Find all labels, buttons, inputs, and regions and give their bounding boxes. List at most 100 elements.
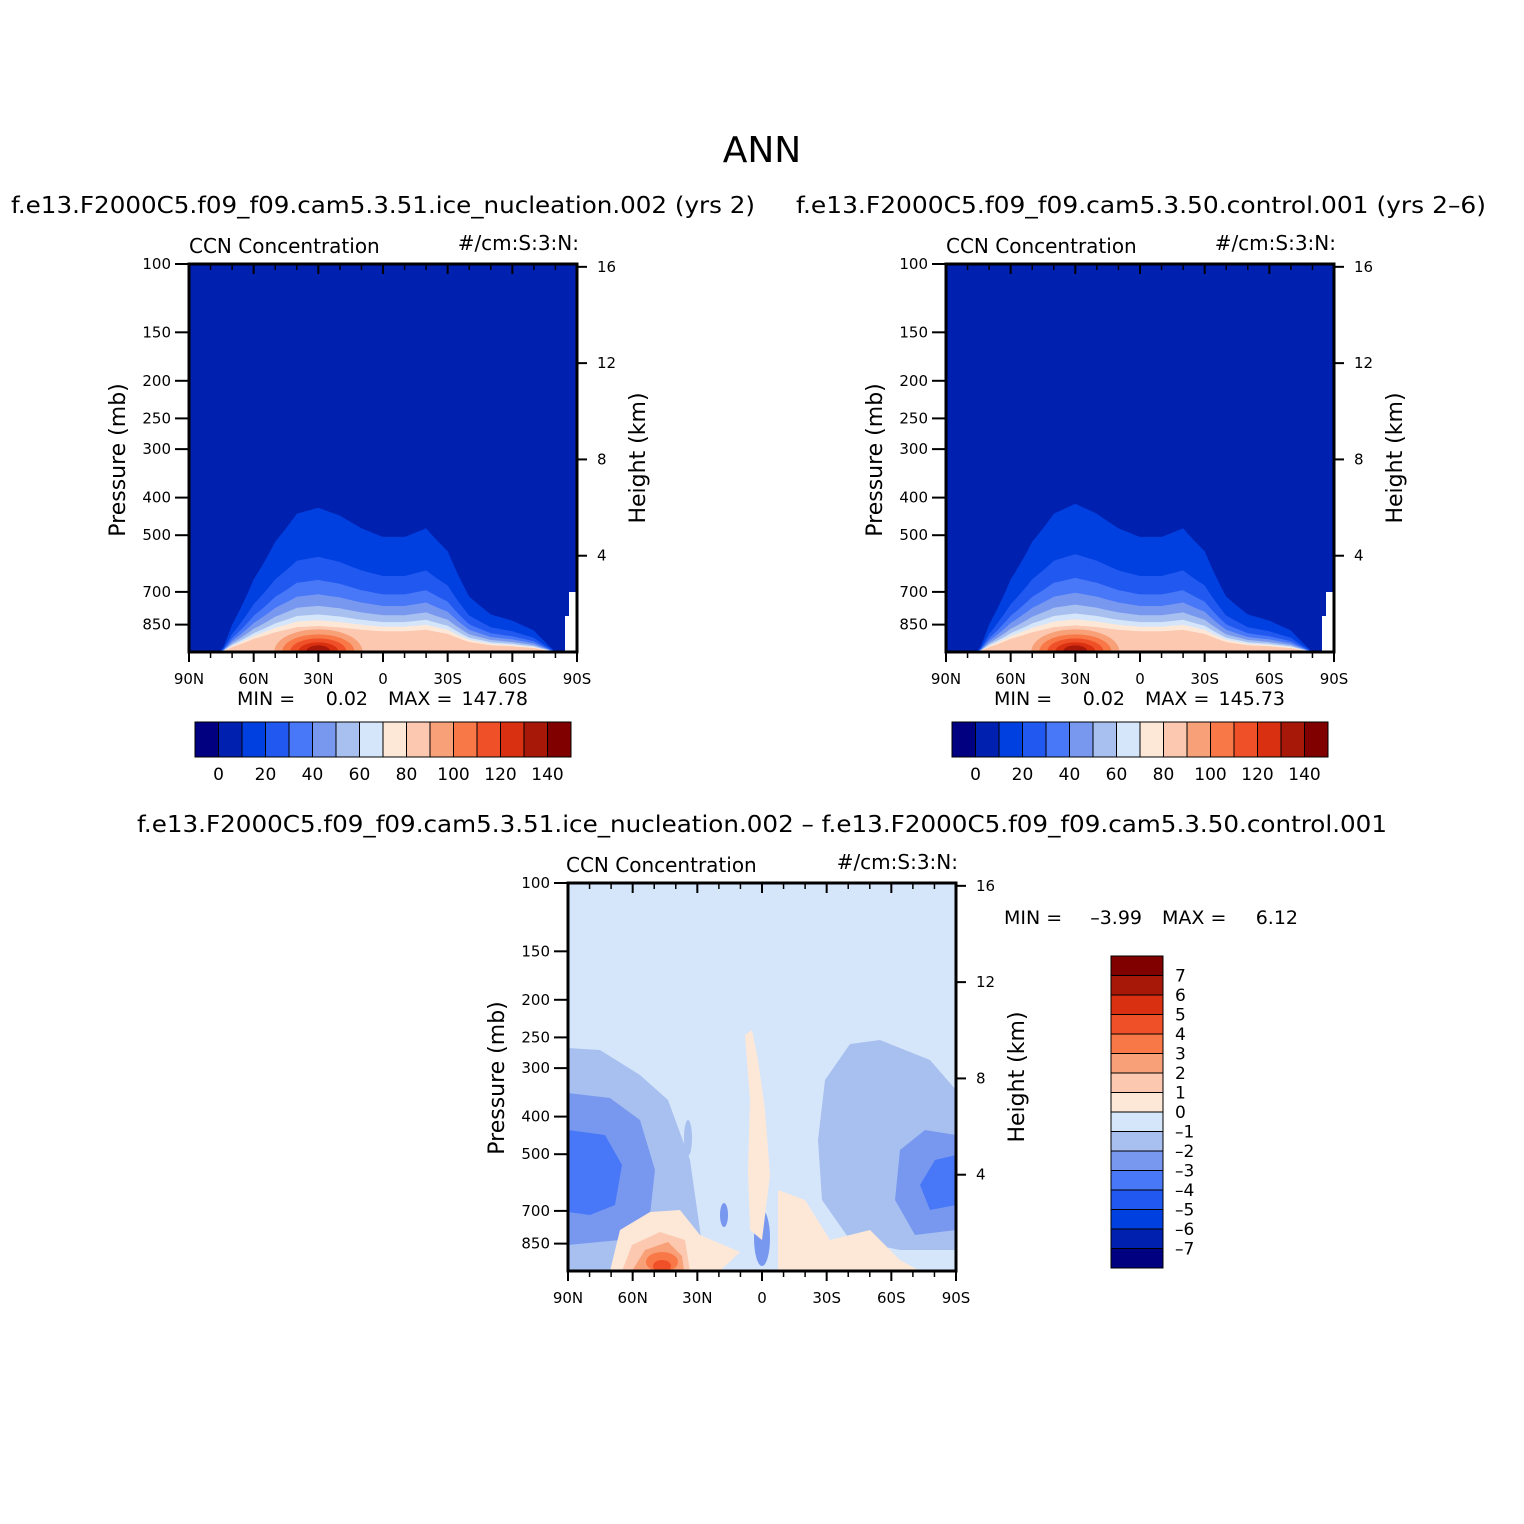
panel-control-missing-data — [1322, 592, 1334, 652]
panel-test: f.e13.F2000C5.f09_f09.cam5.3.51.ice_nucl… — [11, 193, 755, 785]
panel-test-colorbar-label: 20 — [255, 765, 277, 785]
panel-control-colorbar-swatch — [1139, 721, 1164, 758]
panel-difference-ticks: 90N 60N 30N 0 30S 60S 90S 100 150 200 250 300 400 500… — [521, 874, 995, 1307]
panel-difference-ylabel: Pressure (mb) — [485, 1001, 510, 1155]
panel-control-colorbar-swatch — [1069, 721, 1094, 758]
panel-difference-colorbar-swatch — [1110, 1014, 1164, 1035]
panel-test-ytick-label: 700 — [142, 583, 171, 601]
panel-difference-variable: CCN Concentration — [566, 853, 757, 877]
panel-difference-colorbar-label: –4 — [1175, 1181, 1194, 1201]
panel-test-ytick-label: 200 — [142, 372, 171, 390]
panel-difference-ytick-right-label: 8 — [976, 1069, 986, 1087]
panel-test-colorbar-swatch — [547, 721, 572, 758]
panel-difference-ytick-label: 150 — [521, 942, 550, 960]
panel-test-ticks: 90N 60N 30N 0 30S 60S 90S 100 150 200 250 300 400 500… — [142, 255, 616, 688]
panel-difference-colorbar-label: –3 — [1175, 1162, 1194, 1182]
panel-test-colorbar-swatch — [265, 721, 290, 758]
panel-difference-colorbar-swatch — [1110, 1072, 1164, 1093]
panel-control-xtick-label: 60S — [1255, 670, 1284, 688]
panel-control-colorbar-label: 60 — [1106, 765, 1128, 785]
panel-test-xtick-label: 60S — [498, 670, 527, 688]
panel-test-title: f.e13.F2000C5.f09_f09.cam5.3.51.ice_nucl… — [11, 193, 755, 219]
panel-test-units: #/cm:S:3:N: — [458, 231, 579, 255]
panel-control-xtick-label: 30S — [1190, 670, 1219, 688]
panel-difference-colorbar-label: 7 — [1175, 967, 1186, 987]
panel-test-colorbar-label: 60 — [349, 765, 371, 785]
panel-test-max-label: MAX = — [388, 688, 452, 710]
panel-control-colorbar-swatch — [1233, 721, 1258, 758]
panel-difference-ytick-label: 500 — [521, 1145, 550, 1163]
panel-control-xtick-label: 90S — [1320, 670, 1349, 688]
panel-control-ytick-right-label: 4 — [1354, 547, 1364, 565]
panel-difference-max-value: 6.12 — [1256, 907, 1298, 929]
panel-test-colorbar-label: 40 — [302, 765, 324, 785]
panel-test-contours — [189, 507, 577, 652]
panel-control-ytick-right-label: 12 — [1354, 354, 1373, 372]
panel-test-xtick-label: 30S — [433, 670, 462, 688]
panel-test-min-label: MIN = — [237, 688, 295, 710]
panel-test-ytick-right-label: 8 — [597, 450, 607, 468]
panel-control-colorbar-swatch — [1280, 721, 1305, 758]
panel-difference-xtick-label: 30N — [682, 1289, 712, 1307]
panel-difference-colorbar-label: –2 — [1175, 1142, 1194, 1162]
panel-test-colorbar: 0 20 40 60 80 100 120 140 — [194, 721, 572, 785]
panel-control-colorbar-swatch — [1163, 721, 1188, 758]
panel-test-ytick-label: 300 — [142, 440, 171, 458]
panel-test-colorbar-swatch — [359, 721, 384, 758]
panel-test-colorbar-swatch — [453, 721, 478, 758]
panel-test-colorbar-swatch — [218, 721, 243, 758]
panel-difference-colorbar-label: –1 — [1175, 1123, 1194, 1143]
panel-difference: f.e13.F2000C5.f09_f09.cam5.3.51.ice_nucl… — [137, 812, 1387, 1307]
panel-difference-xtick-label: 60S — [877, 1289, 906, 1307]
panel-test-xtick-label: 90S — [563, 670, 592, 688]
panel-difference-ytick-label: 400 — [521, 1108, 550, 1126]
panel-test-xtick-label: 30N — [303, 670, 333, 688]
panel-control-max-value: 145.73 — [1219, 688, 1285, 710]
panel-difference-region-plus0-equator — [745, 1030, 770, 1240]
panel-control-secondary-max — [1149, 643, 1174, 652]
panel-test-colorbar-swatch — [194, 721, 219, 758]
panel-difference-region-minus3-right — [920, 1155, 956, 1210]
panel-test-colorbar-swatch — [500, 721, 525, 758]
panel-control-xtick-label: 90N — [931, 670, 961, 688]
panel-difference-ytick-label: 300 — [521, 1059, 550, 1077]
panel-difference-colorbar-swatch — [1110, 1053, 1164, 1074]
panel-test-variable: CCN Concentration — [189, 234, 380, 258]
panel-test-colorbar-label: 120 — [484, 765, 516, 785]
panel-control-colorbar-label: 80 — [1153, 765, 1175, 785]
panel-control-min-label: MIN = — [994, 688, 1052, 710]
panel-control-colorbar-swatch — [1186, 721, 1211, 758]
panel-control-colorbar-label: 140 — [1288, 765, 1320, 785]
panel-difference-ylabel-right: Height (km) — [1005, 1011, 1030, 1142]
panel-difference-ytick-label: 250 — [521, 1028, 550, 1046]
panel-difference-ytick-right-label: 12 — [976, 973, 995, 991]
panel-difference-colorbar-swatch — [1110, 1092, 1164, 1113]
panel-difference-colorbar-swatch — [1110, 1189, 1164, 1210]
panel-control-colorbar-label: 120 — [1241, 765, 1273, 785]
panel-difference-colorbar-swatch — [1110, 1033, 1164, 1054]
panel-difference-colorbar-swatch — [1110, 955, 1164, 976]
panel-difference-ytick-right-label: 16 — [976, 877, 995, 895]
panel-test-min-value: 0.02 — [326, 688, 368, 710]
panel-control-title: f.e13.F2000C5.f09_f09.cam5.3.50.control.… — [796, 193, 1486, 219]
panel-test-ytick-label: 150 — [142, 323, 171, 341]
panel-difference-colorbar-swatch — [1110, 975, 1164, 996]
panel-difference-colorbar-swatch — [1110, 1170, 1164, 1191]
panel-difference-colorbar-swatch — [1110, 1111, 1164, 1132]
panel-difference-colorbar-swatch — [1110, 1131, 1164, 1152]
panel-difference-colorbar-label: 3 — [1175, 1045, 1186, 1065]
panel-difference-colorbar-label: 1 — [1175, 1084, 1186, 1104]
panel-control-ytick-label: 200 — [899, 372, 928, 390]
panel-test-colorbar-label: 80 — [396, 765, 418, 785]
panel-control-colorbar-label: 20 — [1012, 765, 1034, 785]
panel-difference-colorbar-swatch — [1110, 1150, 1164, 1171]
panel-test-max-core-5 — [306, 645, 331, 652]
panel-control-contours — [946, 503, 1334, 652]
panel-test-colorbar-swatch — [382, 721, 407, 758]
panel-control-colorbar-swatch — [1304, 721, 1329, 758]
panel-difference-xtick-label: 90S — [942, 1289, 971, 1307]
panel-control-min-value: 0.02 — [1083, 688, 1125, 710]
panel-test-ytick-label: 500 — [142, 526, 171, 544]
panel-control-colorbar-swatch — [1257, 721, 1282, 758]
panel-difference-contours — [568, 1030, 956, 1271]
